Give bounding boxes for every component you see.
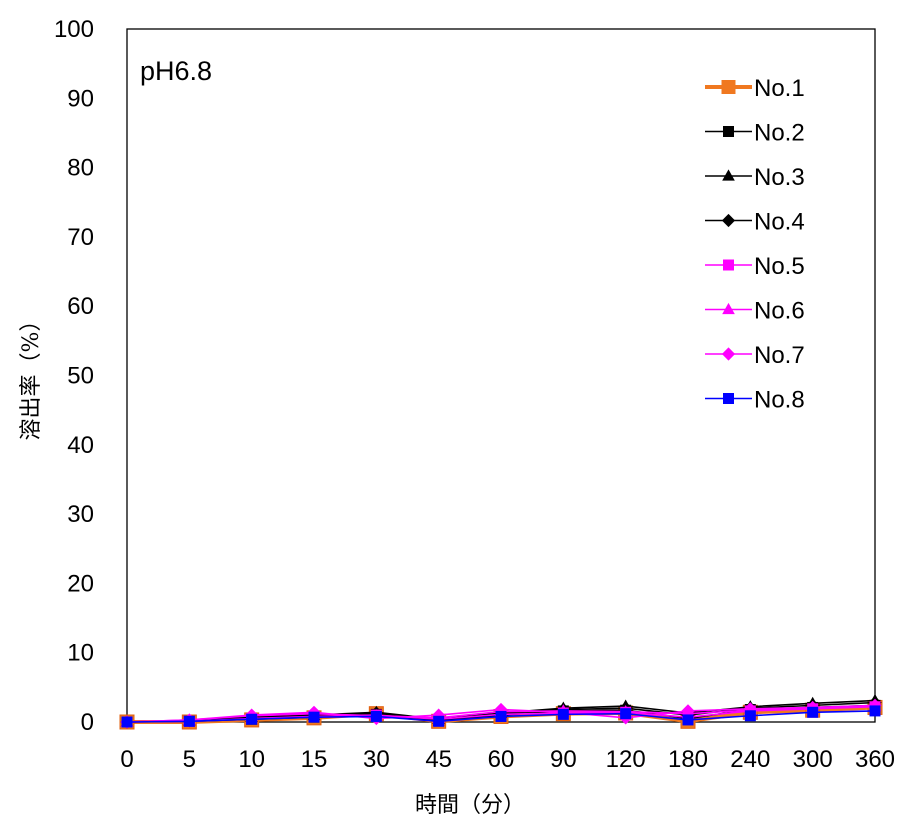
legend-item: No.8: [705, 387, 805, 414]
y-tick-label: 90: [67, 85, 94, 112]
data-point: [744, 710, 756, 722]
data-point: [495, 710, 507, 722]
y-tick-label: 30: [67, 501, 94, 528]
data-point: [868, 698, 882, 712]
y-tick-label: 50: [67, 363, 94, 390]
x-tick-label: 240: [730, 746, 770, 773]
legend-label: No.3: [754, 164, 805, 191]
y-tick-label: 20: [67, 570, 94, 597]
x-tick-label: 5: [183, 746, 196, 773]
data-point: [308, 711, 320, 723]
data-point: [869, 705, 881, 717]
legend-marker: [723, 259, 734, 271]
data-point: [681, 704, 695, 718]
legend-item: No.3: [705, 164, 805, 191]
legend-marker: [722, 169, 735, 181]
series-no8: [121, 705, 881, 728]
legend-marker: [721, 213, 736, 228]
series-layer: [119, 693, 883, 730]
legend-label: No.4: [754, 209, 805, 236]
y-tick-label: 100: [54, 16, 94, 43]
x-tick-label: 45: [425, 746, 452, 773]
data-point: [682, 714, 694, 726]
y-tick-label: 40: [67, 432, 94, 459]
legend-item: No.7: [705, 342, 805, 369]
x-axis-tick-labels: 0 5 10 15 30 45 60 90 120 180 240 300 360: [120, 746, 895, 773]
x-tick-label: 10: [238, 746, 265, 773]
data-point: [433, 715, 445, 727]
data-point: [557, 708, 569, 720]
x-tick-label: 300: [793, 746, 833, 773]
legend-item: No.4: [705, 209, 805, 236]
data-point: [370, 710, 382, 722]
legend-marker: [722, 302, 735, 315]
x-tick-label: 120: [606, 746, 646, 773]
x-tick-label: 90: [550, 746, 577, 773]
x-tick-label: 180: [668, 746, 708, 773]
legend-label: No.8: [754, 387, 805, 414]
data-point: [121, 716, 133, 728]
legend-marker: [723, 126, 734, 137]
data-point: [807, 706, 819, 718]
y-tick-label: 80: [67, 155, 94, 182]
data-point: [246, 713, 258, 725]
legend-marker: [721, 80, 736, 94]
legend-label: No.2: [754, 120, 805, 147]
x-tick-label: 0: [120, 746, 133, 773]
plot-area: [126, 28, 876, 723]
y-axis-tick-labels: 0 10 20 30 40 50 60 70 80 90 100: [54, 16, 94, 736]
y-tick-label: 70: [67, 224, 94, 251]
legend-label: No.7: [754, 342, 805, 369]
x-tick-label: 360: [855, 746, 895, 773]
legend-item: No.2: [705, 120, 805, 147]
x-tick-label: 60: [488, 746, 515, 773]
legend-item: No.1: [705, 75, 805, 102]
legend-marker: [723, 393, 734, 404]
y-tick-label: 10: [67, 640, 94, 667]
y-tick-label: 0: [81, 709, 94, 736]
y-axis-label: 溶出率（%）: [19, 310, 44, 441]
legend-marker: [721, 347, 736, 361]
x-axis-label: 時間（分）: [415, 793, 525, 818]
legend-label: No.6: [754, 298, 805, 325]
y-tick-label: 60: [67, 293, 94, 320]
x-tick-label: 30: [363, 746, 390, 773]
legend-label: No.5: [754, 253, 805, 280]
data-point: [620, 708, 632, 720]
x-tick-label: 15: [301, 746, 328, 773]
legend-label: No.1: [754, 75, 805, 102]
legend-item: No.6: [705, 298, 805, 325]
legend-item: No.5: [705, 253, 805, 280]
legend: No.1 No.2 No.3 No.4 No.5 No.6 No.7 No.8: [705, 75, 805, 414]
chart-annotation: pH6.8: [140, 56, 212, 86]
data-point: [183, 715, 195, 727]
